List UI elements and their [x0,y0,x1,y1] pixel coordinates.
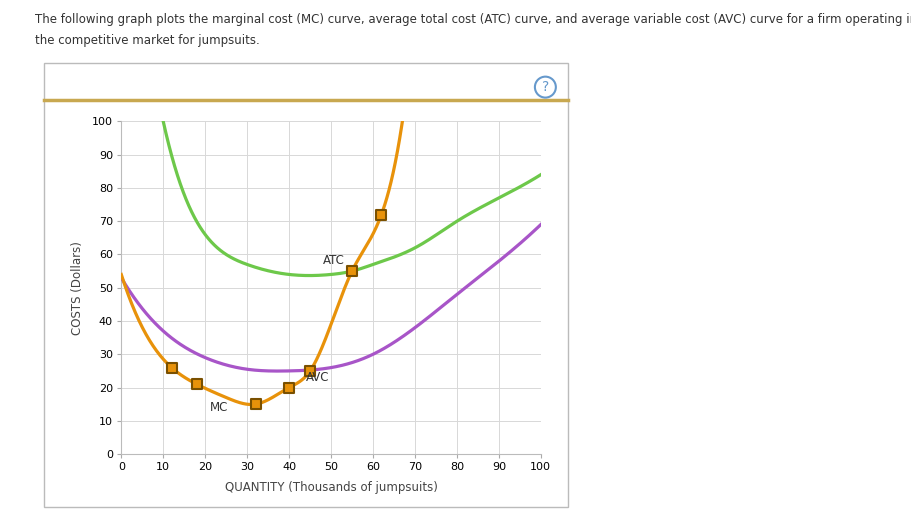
X-axis label: QUANTITY (Thousands of jumpsuits): QUANTITY (Thousands of jumpsuits) [224,481,437,494]
Point [374,210,388,219]
Point [189,380,204,389]
Text: The following graph plots the marginal cost (MC) curve, average total cost (ATC): The following graph plots the marginal c… [35,13,911,26]
Text: MC: MC [210,401,228,414]
Text: the competitive market for jumpsuits.: the competitive market for jumpsuits. [35,34,259,48]
Y-axis label: COSTS (Dollars): COSTS (Dollars) [70,241,84,335]
Point [302,366,317,375]
Text: AVC: AVC [305,371,329,384]
Point [164,363,179,372]
Text: ?: ? [541,80,548,94]
Point [344,267,359,276]
Text: ATC: ATC [322,254,344,268]
Point [248,400,262,409]
Point [281,383,296,392]
